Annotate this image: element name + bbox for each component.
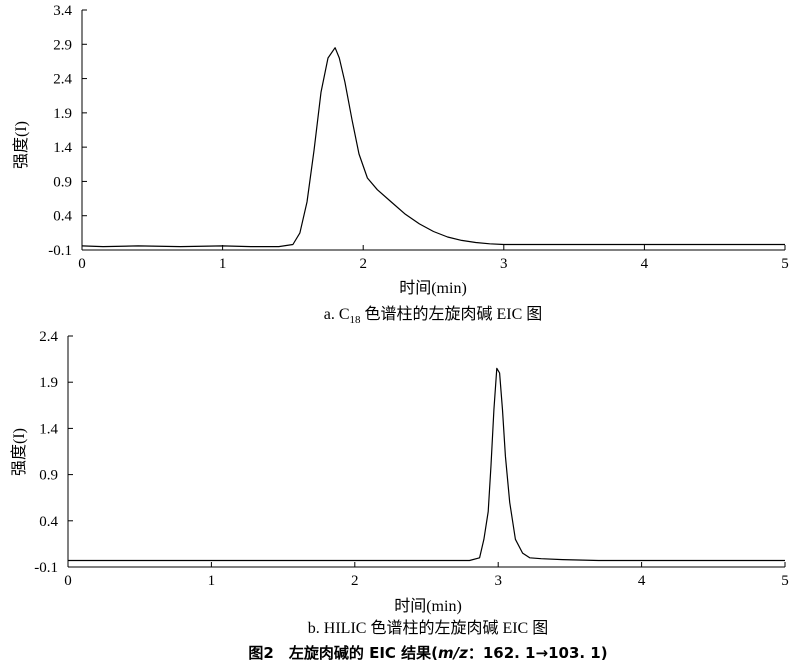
chartA-series-line	[81, 47, 785, 248]
chartB-x-tick-label: 3	[494, 573, 502, 589]
chart-a-caption-main: a. C	[324, 306, 350, 323]
chart-b: 0 1 2 3 4 5-0.10.40.91.41.92.4 强度(I) 时间(min) …	[10, 329, 789, 637]
figure-caption-mz: m/z	[438, 644, 468, 662]
chartA-y-tick-label: 2.9	[53, 37, 72, 53]
chart-a-caption-rest: 色谱柱的左旋肉碱 EIC 图	[361, 305, 543, 323]
chartA-x-tick-label: 1	[219, 256, 227, 272]
chartA-x-tick-label: 0	[78, 256, 86, 272]
chartB-x-tick-label: 2	[351, 573, 359, 589]
chartB-y-tick-label: 2.4	[39, 329, 58, 345]
chart-a-caption-sub: 18	[350, 314, 362, 326]
chartA-y-tick-label: 1.9	[53, 106, 72, 122]
chart-a-ylabel: 强度(I)	[12, 121, 30, 169]
chartB-y-tick-label: 0.4	[39, 514, 58, 530]
chartA-x-tick-label: 4	[641, 256, 649, 272]
chartB-y-tick-label: -0.1	[34, 560, 58, 576]
figure-caption-prefix: 图2 左旋肉碱的 EIC 结果(	[248, 644, 438, 662]
chartB-y-tick-label: 0.9	[39, 468, 58, 484]
chart-b-ylabel: 强度(I)	[10, 428, 28, 476]
chartB-x-tick-label: 0	[64, 573, 72, 589]
chartA-y-tick-label: 3.4	[53, 3, 72, 19]
chart-b-series	[68, 367, 785, 562]
chartB-y-tick-label: 1.4	[39, 421, 58, 437]
figure-caption-suffix: ：162. 1→103. 1)	[468, 644, 608, 662]
chartA-y-tick-label: 0.9	[53, 174, 72, 190]
chart-b-xlabel: 时间(min)	[394, 597, 462, 615]
chart-a-axes	[81, 10, 785, 251]
chartB-y-tick-label: 1.9	[39, 375, 58, 391]
chartB-series-line	[68, 367, 785, 562]
chart-b-axes	[67, 336, 785, 568]
chartA-y-tick-label: 2.4	[53, 72, 72, 88]
chartA-y-tick-label: -0.1	[48, 243, 72, 259]
figure-caption: 图2 左旋肉碱的 EIC 结果(m/z：162. 1→103. 1)	[248, 644, 607, 662]
chart-a-ticks: 0 1 2 3 4 5 -0.1 0.4 0.9 1.4 1.9 2.4 2.9 3.4	[48, 3, 789, 272]
chart-a: 0 1 2 3 4 5 -0.1 0.4 0.9 1.4 1.9 2.4 2.9 3.4 强度(I) 时间…	[12, 3, 789, 326]
chartA-y-tick-label: 0.4	[53, 209, 72, 225]
chartB-x-tick-label: 4	[638, 573, 646, 589]
chartA-x-tick-label: 3	[500, 256, 508, 272]
chartA-x-tick-label: 5	[781, 256, 789, 272]
chartA-y-tick-label: 1.4	[53, 140, 72, 156]
chart-b-caption: b. HILIC 色谱柱的左旋肉碱 EIC 图	[308, 619, 548, 637]
chartB-x-tick-label: 5	[781, 573, 789, 589]
chartB-x-tick-label: 1	[208, 573, 216, 589]
chartA-x-tick-label: 2	[359, 256, 367, 272]
chart-a-caption: a. C18 色谱柱的左旋肉碱 EIC 图	[324, 305, 543, 326]
chart-b-ticks: 0 1 2 3 4 5 -0.1 0.4 0.9 1.4 1.9 2.4	[34, 329, 789, 589]
chart-a-series	[81, 47, 785, 248]
chart-a-xlabel: 时间(min)	[399, 279, 467, 297]
